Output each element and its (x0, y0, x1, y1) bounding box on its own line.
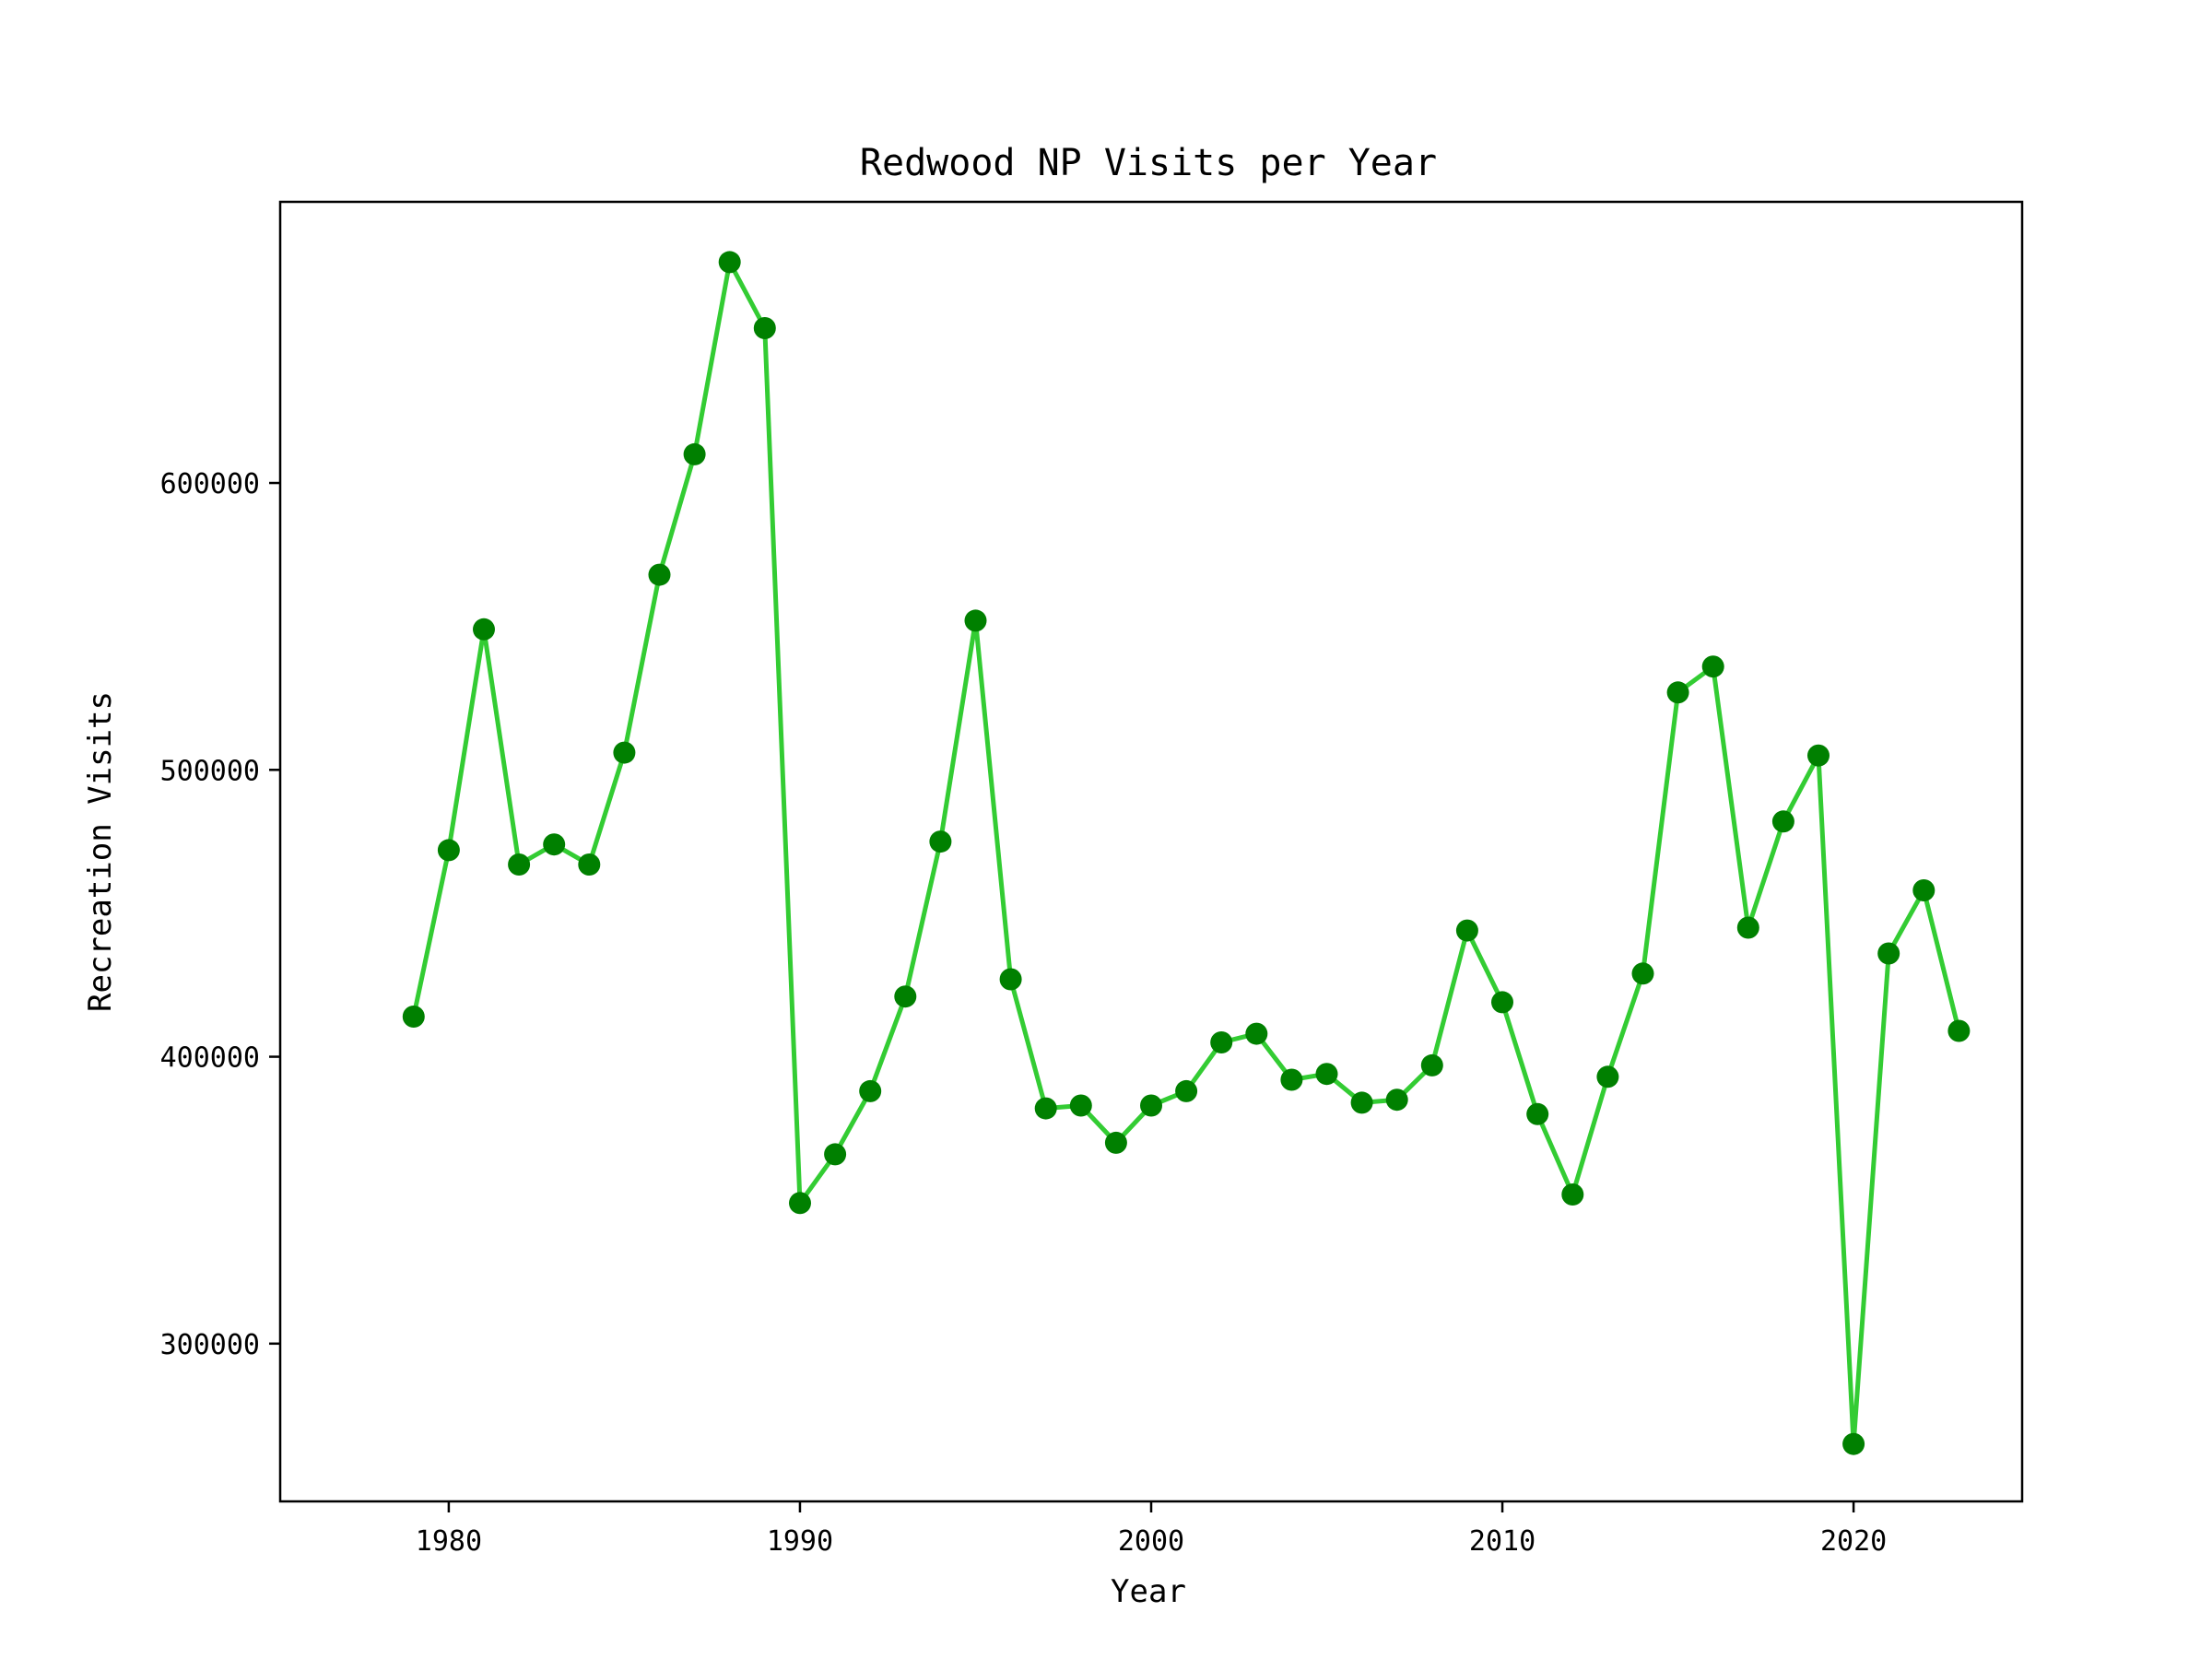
y-tick-label: 300000 (160, 1329, 260, 1361)
data-point (1771, 810, 1794, 833)
x-axis-ticks: 1980 1990 2000 2010 2020 (416, 1501, 1887, 1558)
data-point (894, 985, 917, 1008)
data-point (753, 317, 776, 339)
data-point (437, 839, 460, 862)
data-point (1842, 1432, 1865, 1455)
data-point (1315, 1063, 1338, 1086)
data-point (964, 609, 987, 632)
data-point (929, 830, 952, 853)
data-point (1350, 1091, 1373, 1114)
x-tick-label: 1980 (416, 1525, 482, 1558)
data-point (1385, 1088, 1408, 1112)
data-point (1736, 916, 1759, 939)
data-point (508, 853, 531, 876)
y-axis-ticks: 300000 400000 500000 600000 (160, 468, 280, 1361)
data-point (1807, 744, 1830, 767)
series-layer (402, 251, 1971, 1455)
data-point (543, 833, 566, 856)
data-point (999, 968, 1022, 991)
x-tick-label: 2020 (1820, 1525, 1887, 1558)
y-tick-label: 600000 (160, 468, 260, 500)
plot-area-frame (278, 200, 2024, 1503)
data-point (859, 1079, 882, 1102)
data-point (1526, 1102, 1549, 1125)
y-tick-label: 400000 (160, 1042, 260, 1075)
data-point (1666, 681, 1689, 704)
data-point (578, 853, 601, 876)
data-point (718, 251, 741, 274)
data-point (789, 1192, 811, 1215)
data-point (1140, 1094, 1162, 1117)
x-tick-label: 1990 (767, 1525, 833, 1558)
data-point (1034, 1097, 1057, 1120)
data-point (648, 563, 671, 586)
data-point (1561, 1183, 1584, 1206)
data-point (1210, 1031, 1233, 1053)
data-point (1947, 1019, 1971, 1042)
data-point (824, 1143, 847, 1166)
data-point (1701, 655, 1724, 678)
data-point (1912, 879, 1936, 901)
data-point (1491, 991, 1513, 1014)
data-point (1877, 942, 1900, 965)
y-tick-label: 500000 (160, 755, 260, 787)
data-point (1420, 1053, 1443, 1077)
data-point (473, 618, 495, 641)
data-point (1175, 1079, 1198, 1102)
data-point (1280, 1068, 1303, 1091)
data-point (402, 1006, 425, 1028)
x-tick-label: 2010 (1469, 1525, 1535, 1558)
data-point (1069, 1094, 1092, 1117)
data-point (1104, 1131, 1127, 1154)
data-point (1455, 919, 1478, 942)
data-point (1631, 962, 1654, 985)
x-axis-label: Year (1111, 1573, 1186, 1610)
x-tick-label: 2000 (1118, 1525, 1184, 1558)
data-point (1245, 1022, 1268, 1045)
chart-title: Redwood NP Visits per Year (860, 142, 1437, 184)
y-axis-label: Recreation Visits (82, 691, 119, 1012)
data-point (1596, 1065, 1619, 1088)
data-point (683, 442, 706, 465)
data-point (613, 741, 636, 764)
